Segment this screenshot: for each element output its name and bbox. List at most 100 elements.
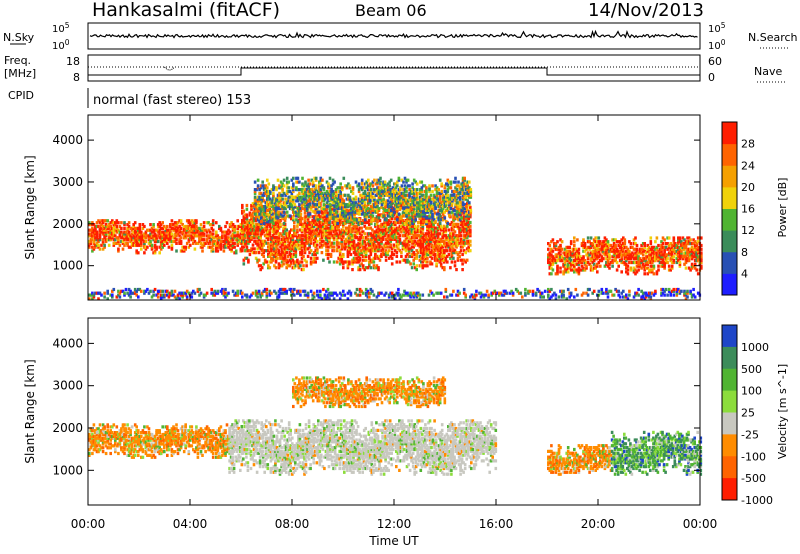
power-panel-cell bbox=[265, 234, 269, 238]
power-panel-cell bbox=[253, 199, 257, 203]
power-panel-cell bbox=[345, 239, 348, 243]
power-panel-cell bbox=[354, 245, 357, 249]
power-panel-cell bbox=[340, 228, 344, 232]
power-panel-cell bbox=[268, 260, 272, 264]
power-panel-cell bbox=[302, 237, 305, 241]
power-panel-cell bbox=[288, 245, 291, 249]
power-panel-cell bbox=[421, 249, 425, 253]
power-panel-cell bbox=[466, 191, 469, 195]
power-panel-cell bbox=[559, 238, 562, 242]
power-panel-cell bbox=[288, 214, 292, 218]
power-panel-cell bbox=[224, 239, 227, 244]
power-panel-cell bbox=[184, 230, 187, 234]
power-panel-cell bbox=[216, 234, 220, 238]
power-panel-cell bbox=[403, 206, 407, 211]
power-panel-cell bbox=[438, 256, 441, 260]
power-panel-cell bbox=[400, 219, 403, 223]
power-panel-cell bbox=[342, 210, 346, 214]
power-panel-cell bbox=[434, 201, 437, 205]
power-panel-cell bbox=[270, 205, 274, 209]
power-panel-cell bbox=[152, 230, 155, 234]
power-panel-cell bbox=[109, 221, 112, 225]
power-panel-cell bbox=[140, 232, 143, 236]
power-panel-cell bbox=[111, 219, 114, 223]
power-panel-cell bbox=[406, 184, 410, 188]
power-panel-cell bbox=[129, 236, 132, 240]
power-panel-cell bbox=[341, 199, 344, 203]
power-panel-cell bbox=[571, 255, 575, 259]
power-panel-cell bbox=[414, 189, 417, 194]
power-panel-cell bbox=[267, 230, 270, 234]
power-panel-cell bbox=[295, 186, 298, 190]
power-panel-cell bbox=[326, 241, 330, 245]
power-panel-cell bbox=[117, 238, 120, 242]
power-panel-cell bbox=[350, 220, 353, 224]
power-panel-cell bbox=[424, 236, 428, 240]
power-panel-cell bbox=[286, 254, 290, 258]
power-panel-cell bbox=[308, 182, 312, 186]
power-panel-cell bbox=[115, 241, 119, 245]
power-panel-cell bbox=[334, 234, 337, 238]
power-panel-cell bbox=[421, 239, 425, 243]
power-panel-cell bbox=[343, 260, 347, 264]
power-panel-cell bbox=[406, 260, 409, 264]
power-panel-cell bbox=[440, 210, 443, 214]
power-panel-cell bbox=[569, 251, 573, 255]
power-panel-cell bbox=[279, 224, 282, 228]
power-panel-cell bbox=[602, 243, 605, 248]
power-panel-cell bbox=[411, 195, 414, 199]
power-panel-cell bbox=[453, 260, 457, 264]
power-panel-cell bbox=[418, 234, 422, 238]
power-panel-cell bbox=[415, 197, 419, 201]
power-panel-cell bbox=[372, 241, 376, 245]
power-panel-cell bbox=[415, 234, 418, 238]
power-panel-cell bbox=[247, 220, 250, 225]
power-panel-cell bbox=[306, 219, 310, 223]
power-panel-cell bbox=[331, 224, 334, 228]
power-panel-cell bbox=[273, 236, 276, 240]
power-panel-cell bbox=[320, 226, 324, 230]
power-panel-cell bbox=[244, 228, 247, 232]
power-panel-cell bbox=[464, 214, 468, 218]
power-panel-cell bbox=[414, 180, 417, 184]
power-panel-cell bbox=[276, 247, 279, 251]
power-panel-cell bbox=[323, 230, 327, 234]
power-panel-cell bbox=[417, 206, 421, 211]
power-panel-cell bbox=[377, 237, 380, 241]
power-panel-cell bbox=[419, 195, 422, 199]
power-panel-cell bbox=[384, 254, 388, 258]
power-panel-cell bbox=[563, 266, 567, 270]
power-panel-cell bbox=[303, 258, 307, 262]
power-panel-cell bbox=[592, 238, 596, 242]
power-panel-cell bbox=[137, 243, 140, 247]
power-panel-cell bbox=[277, 241, 281, 245]
power-panel-cell bbox=[618, 253, 622, 257]
power-panel-cell bbox=[453, 230, 457, 234]
power-panel-cell bbox=[115, 219, 119, 223]
power-panel-cell bbox=[279, 241, 282, 245]
power-panel-cell bbox=[336, 214, 339, 218]
power-panel-cell bbox=[318, 189, 321, 194]
power-panel-cell bbox=[411, 189, 414, 194]
power-panel-cell bbox=[330, 199, 333, 203]
power-panel-cell bbox=[412, 201, 416, 205]
power-panel-cell bbox=[305, 241, 308, 245]
power-panel-cell bbox=[582, 245, 585, 249]
power-panel-cell bbox=[605, 262, 608, 266]
power-panel-cell bbox=[467, 220, 470, 225]
power-panel-cell bbox=[288, 252, 291, 257]
power-panel-cell bbox=[278, 199, 281, 203]
power-panel-cell bbox=[426, 206, 430, 211]
power-panel-cell bbox=[394, 249, 397, 253]
power-panel-cell bbox=[385, 191, 388, 195]
power-panel-cell bbox=[302, 254, 305, 258]
power-panel-cell bbox=[256, 239, 259, 243]
power-panel-cell bbox=[267, 232, 270, 236]
power-panel-cell bbox=[343, 247, 347, 251]
power-panel-cell bbox=[345, 186, 349, 190]
power-panel-cell bbox=[296, 239, 299, 243]
power-panel-cell bbox=[303, 230, 307, 234]
power-panel-cell bbox=[100, 230, 103, 234]
power-panel-cell bbox=[241, 224, 244, 228]
power-panel-cell bbox=[623, 238, 627, 242]
